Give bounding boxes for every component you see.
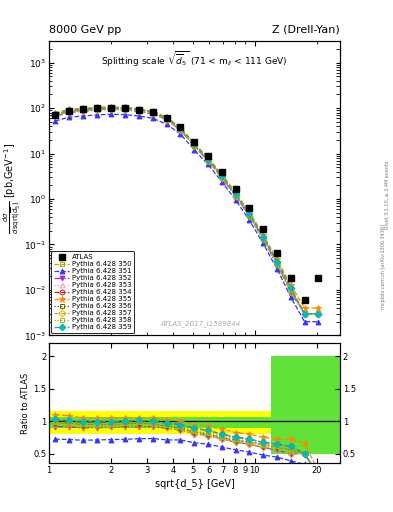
Text: Z (Drell-Yan): Z (Drell-Yan) [272, 25, 340, 35]
X-axis label: sqrt{d_5} [GeV]: sqrt{d_5} [GeV] [154, 478, 235, 489]
Text: mcplots.cern.ch [arXiv:1306.3436]: mcplots.cern.ch [arXiv:1306.3436] [381, 224, 386, 309]
Y-axis label: $\frac{d\sigma}{d\,\mathrm{sqrt}(\overline{d}_5)}$ [pb,GeV$^{-1}$]: $\frac{d\sigma}{d\,\mathrm{sqrt}(\overli… [1, 143, 23, 233]
Y-axis label: Ratio to ATLAS: Ratio to ATLAS [22, 373, 30, 434]
Text: Splitting scale $\sqrt{\overline{d}_5}$ (71 < m$_{ll}$ < 111 GeV): Splitting scale $\sqrt{\overline{d}_5}$ … [101, 50, 288, 69]
Text: Rivet 3.1.10, ≥ 2.4M events: Rivet 3.1.10, ≥ 2.4M events [385, 160, 390, 229]
Text: ATLAS_2017_I1589844: ATLAS_2017_I1589844 [160, 320, 241, 327]
Text: 8000 GeV pp: 8000 GeV pp [49, 25, 121, 35]
Legend: ATLAS, Pythia 6.428 350, Pythia 6.428 351, Pythia 6.428 352, Pythia 6.428 353, P: ATLAS, Pythia 6.428 350, Pythia 6.428 35… [51, 251, 134, 333]
